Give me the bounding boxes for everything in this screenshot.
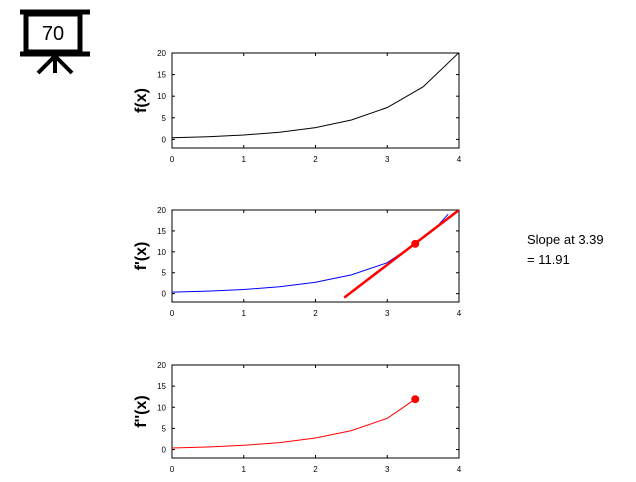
y-tick-label: 15 bbox=[157, 227, 166, 236]
x-tick-label: 3 bbox=[385, 155, 390, 164]
x-tick-label: 3 bbox=[385, 465, 390, 474]
x-tick-label: 1 bbox=[242, 465, 247, 474]
y-tick-label: 0 bbox=[162, 135, 167, 144]
tangent-line bbox=[343, 210, 459, 299]
data-point-marker bbox=[411, 239, 420, 248]
y-tick-label: 10 bbox=[157, 92, 166, 101]
y-axis-label: f''(x) bbox=[133, 395, 150, 428]
y-tick-label: 20 bbox=[157, 206, 166, 215]
y-tick-label: 5 bbox=[162, 424, 167, 433]
series-line-1 bbox=[172, 398, 416, 449]
axes-box-3 bbox=[171, 364, 460, 459]
slope-annotation-line2: = 11.91 bbox=[527, 252, 570, 267]
axes-box-2 bbox=[171, 209, 460, 303]
x-tick-label: 0 bbox=[170, 155, 175, 164]
axes-box-1 bbox=[171, 52, 460, 149]
x-tick-label: 2 bbox=[313, 465, 318, 474]
x-tick-label: 4 bbox=[457, 155, 462, 164]
x-tick-label: 0 bbox=[170, 465, 175, 474]
y-tick-label: 10 bbox=[157, 403, 166, 412]
y-tick-label: 0 bbox=[162, 290, 167, 299]
data-point-marker bbox=[411, 395, 420, 404]
board-leg-right bbox=[53, 54, 74, 75]
y-tick-label: 15 bbox=[157, 71, 166, 80]
y-tick-label: 0 bbox=[162, 446, 167, 455]
y-tick-label: 20 bbox=[157, 49, 166, 58]
y-tick-label: 15 bbox=[157, 382, 166, 391]
x-tick-label: 3 bbox=[385, 309, 390, 318]
y-axis-label: f'(x) bbox=[133, 242, 150, 271]
y-tick-label: 5 bbox=[162, 269, 167, 278]
slope-annotation-line1: Slope at 3.39 bbox=[527, 232, 604, 247]
board-leg-left bbox=[36, 54, 57, 75]
x-tick-label: 1 bbox=[242, 309, 247, 318]
x-tick-label: 4 bbox=[457, 309, 462, 318]
x-tick-label: 1 bbox=[242, 155, 247, 164]
x-tick-label: 0 bbox=[170, 309, 175, 318]
x-tick-label: 2 bbox=[313, 155, 318, 164]
y-tick-label: 10 bbox=[157, 248, 166, 257]
slope-annotation: Slope at 3.39 = 11.91 bbox=[527, 230, 604, 270]
y-tick-label: 20 bbox=[157, 361, 166, 370]
series-line-1 bbox=[172, 213, 449, 293]
y-axis-label: f(x) bbox=[133, 88, 150, 113]
y-tick-label: 5 bbox=[162, 114, 167, 123]
x-tick-label: 2 bbox=[313, 309, 318, 318]
presentation-board-icon: 70 bbox=[20, 9, 90, 75]
badge-number: 70 bbox=[42, 23, 64, 45]
x-tick-label: 4 bbox=[457, 465, 462, 474]
series-line-1 bbox=[172, 53, 459, 139]
